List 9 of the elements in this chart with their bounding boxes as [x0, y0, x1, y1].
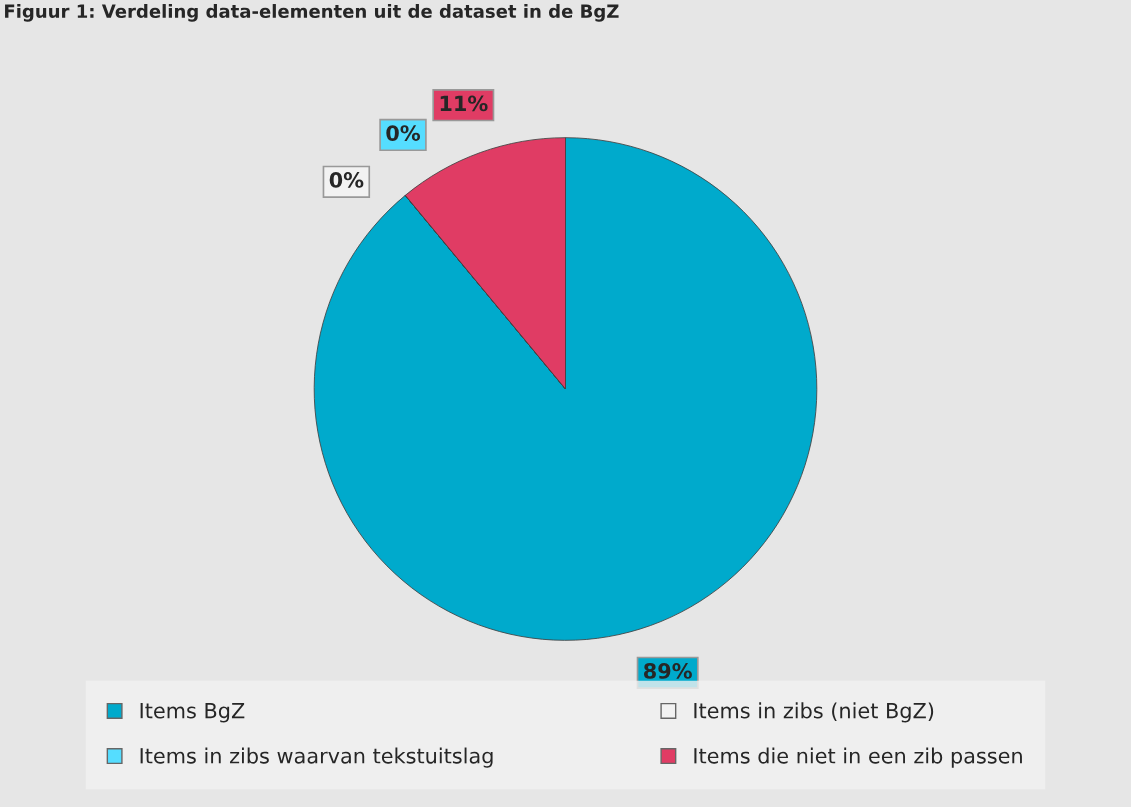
chart-title: Figuur 1: Verdeling data-elementen uit de dataset in de BgZ [5, 4, 619, 22]
legend-label: Items BgZ [140, 703, 245, 723]
legend-label: Items in zibs waarvan tekstuitslag [140, 747, 493, 768]
data-label: 89% [644, 663, 692, 679]
data-label: 11% [440, 95, 488, 112]
legend-label: Items die niet in een zib passen [694, 747, 1022, 768]
text: 0% [386, 125, 421, 141]
legend-label: Items in zibs (niet BgZ) [694, 702, 934, 723]
text: 0% [329, 172, 364, 188]
